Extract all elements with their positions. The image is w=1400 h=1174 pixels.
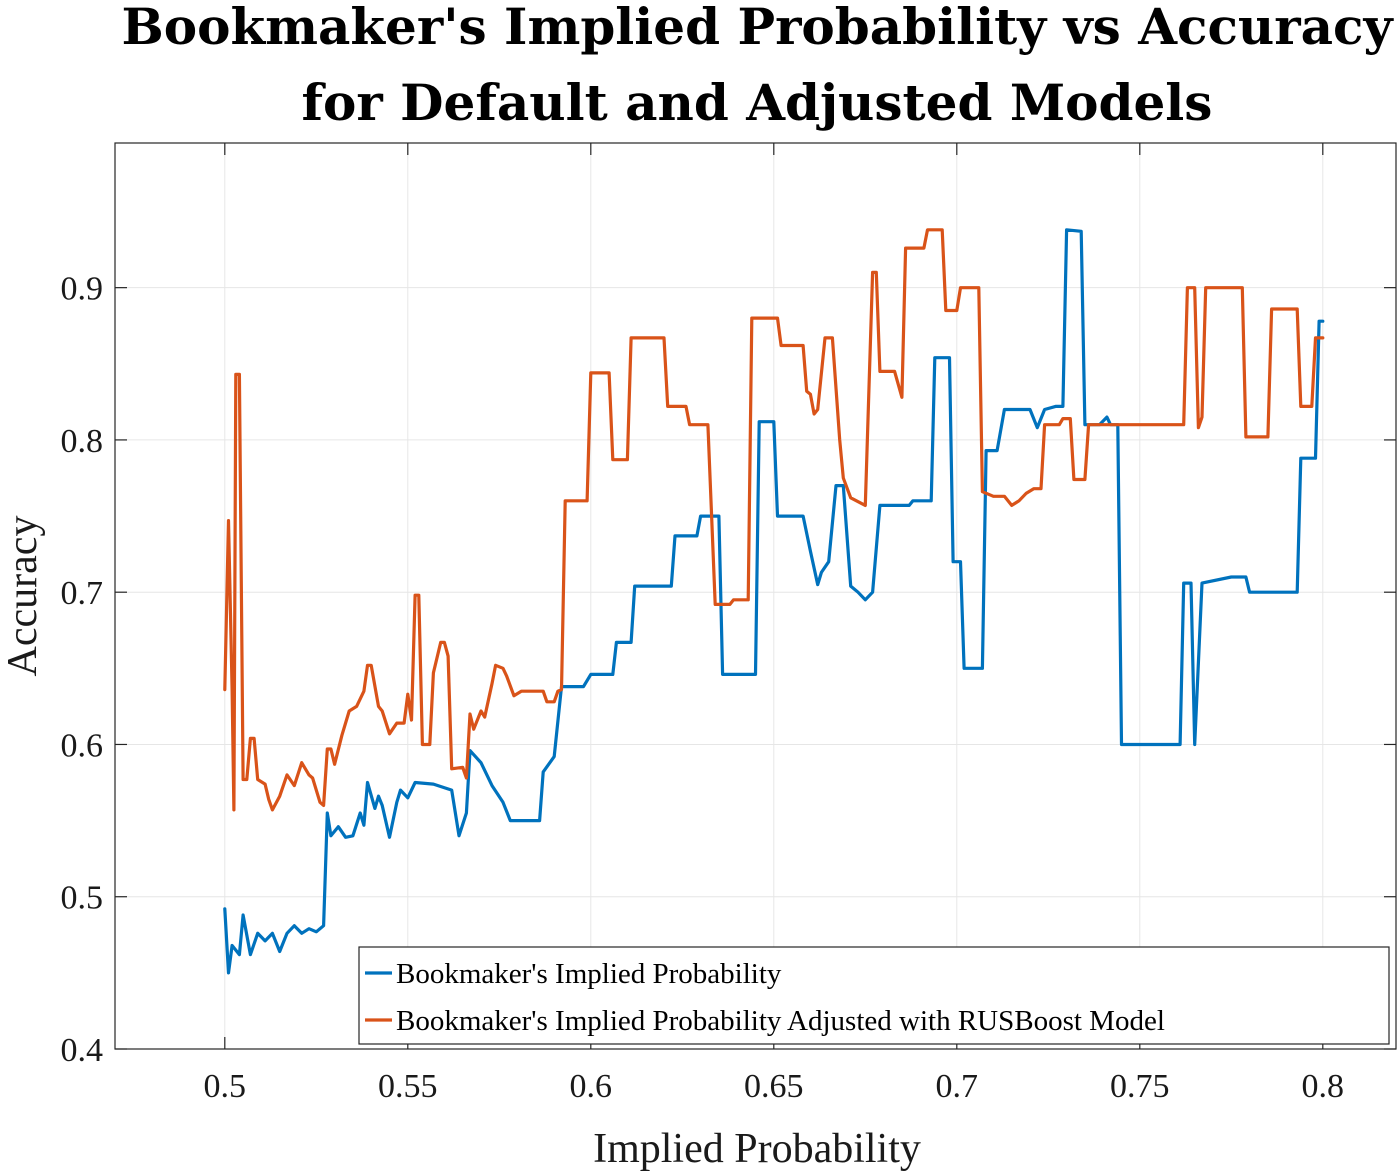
series-line-2 xyxy=(223,228,1325,812)
legend-box xyxy=(358,946,1390,1045)
x-tick-label: 0.6 xyxy=(570,1068,613,1105)
x-tick-label: 0.7 xyxy=(936,1068,979,1105)
series-group xyxy=(223,228,1325,975)
x-tick-label: 0.75 xyxy=(1110,1068,1170,1105)
series-line-1 xyxy=(223,228,1325,975)
y-tick-label: 0.5 xyxy=(61,880,104,917)
chart-title: Bookmaker's Implied Probability vs Accur… xyxy=(121,0,1394,132)
legend: Bookmaker's Implied Probability Bookmaker… xyxy=(358,946,1390,1045)
chart-title-line-1: Bookmaker's Implied Probability vs Accur… xyxy=(121,0,1394,56)
legend-label-2: Bookmaker's Implied Probability Adjusted… xyxy=(396,1005,1165,1037)
x-tick-label: 0.55 xyxy=(378,1068,438,1105)
y-tick-label: 0.8 xyxy=(61,423,104,460)
y-axis-label: Accuracy xyxy=(0,516,46,677)
x-tick-label: 0.8 xyxy=(1302,1068,1345,1105)
x-tick-label: 0.65 xyxy=(744,1068,804,1105)
legend-label-1: Bookmaker's Implied Probability xyxy=(396,958,782,990)
x-axis-ticks: 0.5 0.55 0.6 0.65 0.7 0.75 0.8 xyxy=(204,143,1345,1105)
y-tick-label: 0.9 xyxy=(61,271,104,308)
x-tick-label: 0.5 xyxy=(204,1068,247,1105)
y-axis-ticks: 0.4 0.5 0.6 0.7 0.8 0.9 xyxy=(61,271,1396,1069)
chart-title-line-2: for Default and Adjusted Models xyxy=(302,73,1213,132)
y-tick-label: 0.6 xyxy=(61,727,104,764)
y-tick-label: 0.7 xyxy=(61,575,104,612)
plot-border xyxy=(114,142,1397,1050)
x-axis-label: Implied Probability xyxy=(593,1126,921,1172)
y-tick-label: 0.4 xyxy=(61,1032,104,1069)
